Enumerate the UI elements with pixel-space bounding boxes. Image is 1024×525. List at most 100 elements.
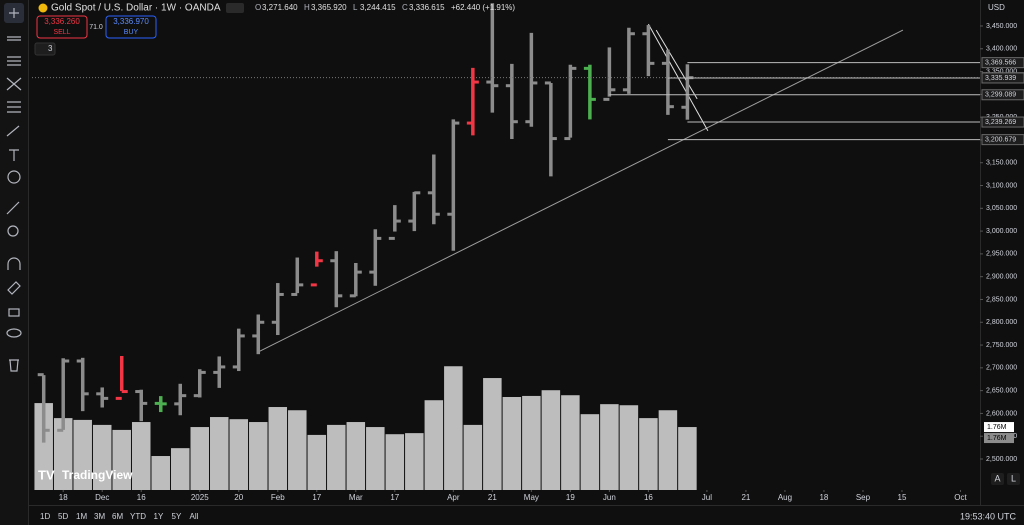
ruler-tool[interactable]: [6, 201, 20, 215]
buy-button[interactable]: [105, 15, 157, 39]
volume-bar: [288, 410, 307, 490]
text-tool[interactable]: [9, 149, 19, 161]
ohlc-bar: [661, 49, 674, 115]
ohlc-bar: [408, 191, 421, 232]
volume-bar: [639, 418, 658, 490]
ohlc-bar: [466, 67, 479, 136]
plot: 2,500.0002,550.0002,600.0002,650.0002,70…: [32, 3, 1024, 502]
line-tool[interactable]: [7, 36, 21, 41]
trendline[interactable]: [655, 29, 698, 100]
volume-bar: [580, 414, 600, 490]
y-tick-label: 3,050.000: [986, 205, 1017, 212]
volume-bar: [678, 427, 697, 490]
price-label: 3,335.939: [985, 75, 1016, 82]
sell-price[interactable]: 3,336.260: [44, 17, 80, 26]
x-tick-label: 16: [137, 493, 146, 502]
y-tick-label: 2,700.000: [986, 365, 1017, 372]
volume-bar: [249, 422, 268, 490]
price-label-box: [981, 72, 1024, 84]
ohlc-bar: [154, 396, 167, 413]
zoom-tool[interactable]: [7, 225, 19, 237]
indicator-count[interactable]: 3: [48, 44, 53, 53]
indicator-toggle[interactable]: [34, 42, 56, 56]
x-tick-label: 21: [741, 493, 750, 502]
hide-tool[interactable]: [6, 328, 22, 338]
volume-bar: [73, 419, 92, 490]
crosshair-icon[interactable]: [9, 8, 19, 18]
ohlc-bar: [603, 47, 616, 101]
volume-label-box: [984, 433, 1014, 444]
range-button[interactable]: 5D: [58, 512, 68, 521]
trendline[interactable]: [258, 29, 904, 353]
x-tick-label: Aug: [778, 493, 792, 502]
volume-bar: [151, 456, 170, 490]
volume-bar: [307, 434, 327, 490]
range-button[interactable]: YTD: [130, 512, 146, 521]
ohlc-bar: [193, 369, 206, 398]
volume-bar: [92, 424, 112, 490]
range-button[interactable]: 5Y: [172, 512, 182, 521]
range-button[interactable]: 3M: [94, 512, 105, 521]
price-label: 3,200.679: [985, 136, 1016, 143]
ohlc-bar: [213, 356, 226, 388]
sell-button[interactable]: [36, 15, 88, 39]
price-label: 3,299.089: [985, 92, 1016, 99]
magnet-tool[interactable]: [7, 257, 21, 270]
legend-value: 3,336.615: [409, 3, 445, 12]
x-tick-label: Sep: [856, 493, 871, 502]
brush-tool[interactable]: [6, 125, 20, 137]
y-tick-label: 2,950.000: [986, 251, 1017, 258]
range-button[interactable]: 1M: [76, 512, 87, 521]
volume-bar: [131, 422, 151, 490]
y-tick-label: 3,000.000: [986, 228, 1017, 235]
x-tick-label: Mar: [349, 493, 363, 502]
ohlc-bar: [115, 355, 128, 400]
ohlc-bar: [564, 64, 577, 141]
ohlc-bar: [57, 358, 70, 432]
range-button[interactable]: All: [190, 512, 199, 521]
symbol-icon: [38, 3, 48, 13]
fib-tool[interactable]: [7, 101, 21, 113]
range-button[interactable]: 1D: [40, 512, 50, 521]
x-tick-label: May: [524, 493, 539, 502]
ohlc-bar: [642, 25, 655, 77]
channel-tool[interactable]: [7, 56, 21, 66]
change: +62.440 (+1.91%): [451, 3, 515, 12]
price-label: 3,369.566: [985, 59, 1016, 66]
draw-mode[interactable]: [7, 281, 21, 295]
legend-key: C: [402, 3, 408, 12]
y-tick-label: 2,500.000: [986, 456, 1017, 463]
volume-bar: [619, 405, 639, 490]
price-label-box: [981, 89, 1024, 101]
sell-label[interactable]: SELL: [53, 29, 70, 36]
emoji-tool[interactable]: [7, 170, 21, 184]
range-button[interactable]: 1Y: [154, 512, 164, 521]
volume-bar: [561, 395, 580, 490]
log-button[interactable]: [1007, 473, 1020, 485]
y-tick-label: 2,650.000: [986, 387, 1017, 394]
menu-button[interactable]: [226, 3, 244, 13]
y-tick-label: 2,800.000: [986, 319, 1017, 326]
legend-value: 3,244.415: [360, 3, 396, 12]
auto-label[interactable]: A: [994, 473, 1000, 483]
lock-tool[interactable]: [8, 308, 20, 317]
ohlc-bar: [174, 383, 187, 416]
volume-bar: [463, 424, 483, 490]
volume-bar: [522, 395, 541, 490]
y-tick-label: 3,150.000: [986, 160, 1017, 167]
y-tick-label: 3,350.000: [986, 68, 1017, 75]
auto-button[interactable]: [991, 473, 1004, 485]
toolbar-icons[interactable]: [4, 3, 24, 372]
legend-key: O: [255, 3, 261, 12]
pattern-tool[interactable]: [6, 77, 22, 91]
volume-bar: [327, 424, 346, 490]
buy-label[interactable]: BUY: [124, 29, 139, 36]
x-tick-label: Apr: [447, 493, 460, 502]
log-label[interactable]: L: [1011, 473, 1016, 483]
x-tick-label: Feb: [271, 493, 285, 502]
buy-price[interactable]: 3,336.970: [113, 17, 149, 26]
range-button[interactable]: 6M: [112, 512, 123, 521]
delete-tool[interactable]: [9, 359, 19, 372]
currency[interactable]: USD: [988, 3, 1005, 12]
